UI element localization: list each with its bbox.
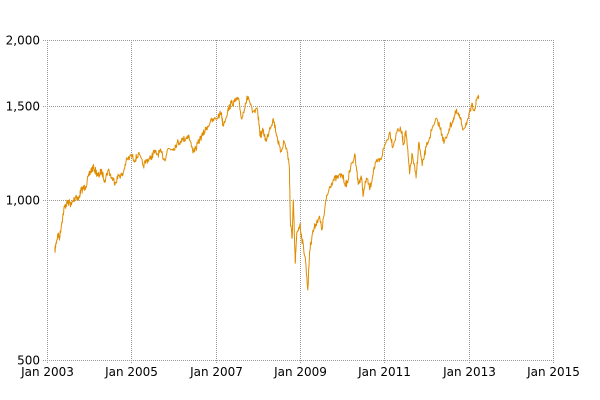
y-tick-label: 2,000 xyxy=(6,34,40,48)
x-tick-label: Jan 2015 xyxy=(526,365,580,379)
x-tick-label: Jan 2009 xyxy=(273,365,327,379)
x-tick-label: Jan 2013 xyxy=(442,365,496,379)
x-tick-label: Jan 2005 xyxy=(104,365,158,379)
x-tick-label: Jan 2003 xyxy=(20,365,74,379)
grid-layer xyxy=(43,40,554,364)
y-tick-label: 1,500 xyxy=(6,100,40,114)
series-line xyxy=(54,94,480,291)
tick-layer: Jan 2003 Jan 2005 Jan 2007 Jan 2009 Jan 2011… xyxy=(6,34,580,380)
x-tick-label: Jan 2007 xyxy=(189,365,243,379)
y-tick-label: 1,000 xyxy=(6,194,40,208)
y-tick-label: 500 xyxy=(17,354,40,368)
x-tick-label: Jan 2011 xyxy=(357,365,411,379)
